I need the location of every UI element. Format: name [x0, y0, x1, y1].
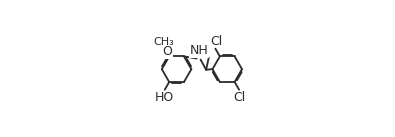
Text: HO: HO	[155, 91, 174, 104]
Text: O: O	[163, 45, 173, 58]
Text: NH: NH	[190, 44, 208, 57]
Text: CH₃: CH₃	[153, 37, 174, 47]
Text: Cl: Cl	[210, 35, 222, 48]
Text: Cl: Cl	[233, 91, 246, 104]
